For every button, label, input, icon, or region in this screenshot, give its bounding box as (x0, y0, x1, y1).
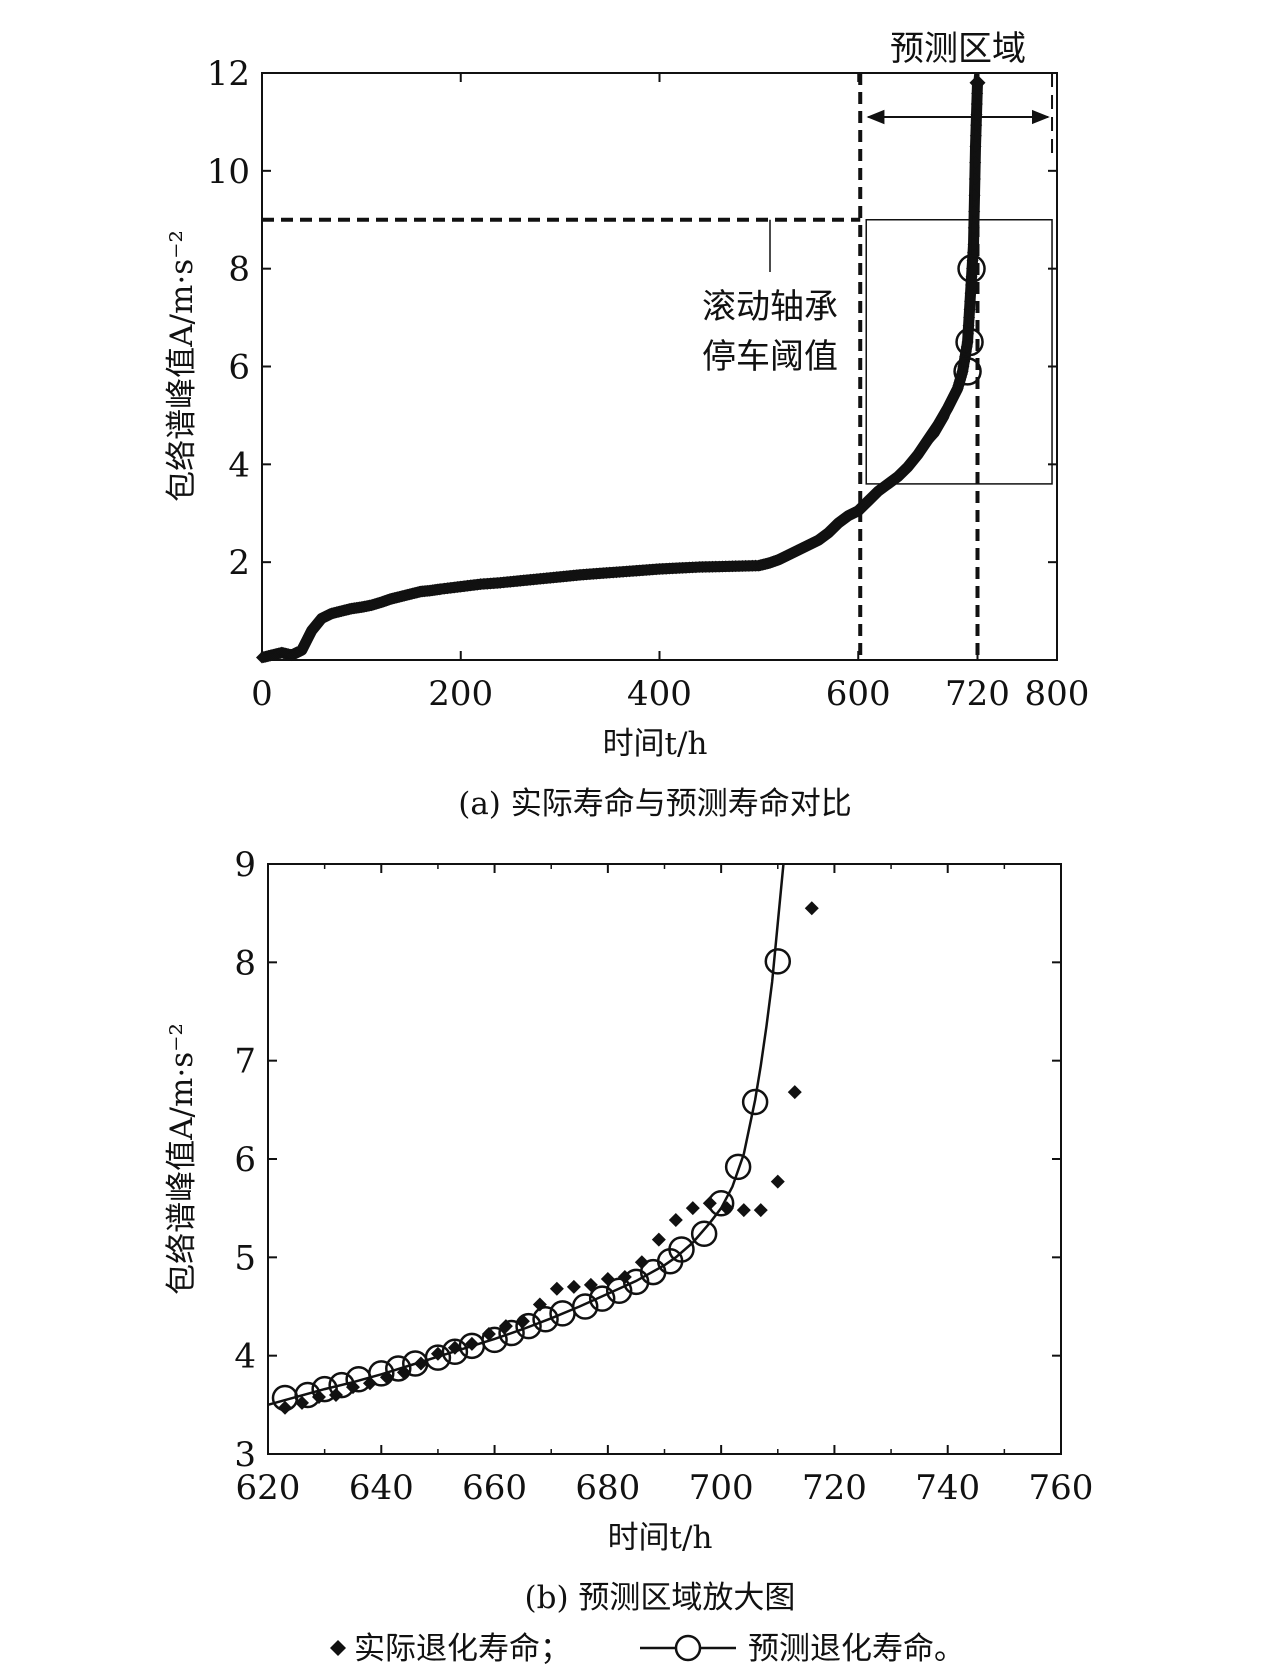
chart-a-ticks: 0 200 400 600 720 800 2 4 6 8 10 12 (207, 54, 1090, 714)
x-tick-label: 760 (1029, 1468, 1094, 1508)
legend-diamond-marker (330, 1640, 346, 1656)
x-tick-label: 640 (349, 1468, 414, 1508)
y-tick-label: 4 (234, 1337, 256, 1377)
predicted-point (311, 1375, 338, 1403)
x-tick-label: 720 (945, 674, 1010, 714)
chart-b-ticks: 620 640 660 680 700 720 740 760 3 4 5 6 7 8 9 (234, 845, 1093, 1508)
x-tick-label: 0 (251, 674, 273, 714)
predicted-point (571, 1293, 599, 1320)
y-tick-label: 10 (207, 152, 250, 192)
y-tick-label: 7 (234, 1042, 256, 1082)
chart-b-x-axis-label: 时间t/h (608, 1520, 713, 1556)
y-tick-label: 3 (234, 1435, 256, 1475)
chart-a-x-axis-label: 时间t/h (603, 726, 708, 762)
x-tick-label: 400 (627, 674, 692, 714)
predicted-point (707, 1190, 735, 1217)
x-tick-label: 740 (915, 1468, 980, 1508)
chart-b-caption: (b) 预测区域放大图 (525, 1580, 796, 1616)
predicted-point (605, 1277, 633, 1305)
y-tick-label: 9 (234, 845, 256, 885)
x-tick-label: 200 (428, 674, 493, 714)
predicted-point (953, 357, 982, 386)
predicted-point (588, 1285, 616, 1312)
predicted-point (294, 1381, 321, 1409)
x-tick-label: 620 (236, 1468, 301, 1508)
actual-point (736, 1203, 751, 1218)
y-tick-label: 4 (228, 445, 250, 485)
predicted-point (424, 1344, 452, 1371)
actual-point (600, 1271, 615, 1286)
chart-a-y-axis-label: 包络谱峰值A/m·s⁻² (164, 230, 200, 502)
chart-a-threshold-label-line1: 滚动轴承 (702, 287, 838, 327)
actual-point (668, 1212, 683, 1227)
predicted-point (690, 1220, 718, 1247)
legend: 实际退化寿命； 预测退化寿命。 (330, 1631, 965, 1667)
y-tick-label: 8 (228, 250, 250, 290)
predicted-point (328, 1371, 355, 1399)
actual-point (277, 1400, 292, 1415)
actual-point (804, 901, 819, 916)
y-tick-label: 6 (234, 1140, 256, 1180)
actual-point (685, 1201, 700, 1216)
predicted-point (498, 1319, 525, 1347)
x-tick-label: 720 (802, 1468, 867, 1508)
zoom-region-box (865, 219, 1053, 485)
predicted-point (532, 1306, 559, 1333)
predicted-point (385, 1355, 412, 1382)
predicted-point (724, 1153, 752, 1181)
chart-a-threshold-label-line2: 停车阈值 (702, 337, 838, 377)
actual-point (549, 1281, 564, 1296)
x-tick-label: 680 (575, 1468, 640, 1508)
actual-point (753, 1203, 768, 1218)
actual-point (787, 1085, 802, 1100)
x-tick-label: 660 (462, 1468, 527, 1508)
predicted-point (668, 1236, 695, 1263)
actual-point (651, 1232, 666, 1247)
legend-predicted-label: 预测退化寿命。 (748, 1631, 965, 1667)
chart-a-marks (256, 72, 986, 664)
predicted-point (515, 1312, 542, 1340)
predicted-degradation-line (267, 863, 785, 1407)
chart-b-marks (267, 863, 819, 1415)
x-tick-label: 700 (689, 1468, 754, 1508)
chart-a-caption: (a) 实际寿命与预测寿命对比 (458, 786, 852, 822)
predicted-point (481, 1326, 508, 1354)
y-tick-label: 12 (207, 54, 250, 94)
chart-b: 620 640 660 680 700 720 740 760 3 4 5 6 7 8 9 时间t/h 包络… (164, 845, 1093, 1616)
predicted-point (368, 1360, 395, 1387)
x-tick-label: 600 (826, 674, 891, 714)
y-tick-label: 2 (228, 543, 250, 583)
chart-b-y-axis-label: 包络谱峰值A/m·s⁻² (164, 1023, 200, 1295)
predicted-point (741, 1088, 769, 1116)
actual-point (770, 1174, 785, 1189)
chart-a-region-label: 预测区域 (890, 29, 1026, 69)
predicted-point (955, 327, 984, 357)
predicted-point (764, 948, 792, 975)
y-tick-label: 8 (234, 943, 256, 983)
x-tick-label: 800 (1025, 674, 1090, 714)
legend-circle-marker (674, 1634, 702, 1662)
predicted-point (957, 254, 986, 283)
legend-actual-label: 实际退化寿命； (354, 1631, 571, 1667)
y-tick-label: 6 (228, 348, 250, 388)
actual-point (566, 1279, 581, 1294)
actual-point (634, 1255, 649, 1270)
y-tick-label: 5 (234, 1238, 256, 1278)
predicted-degradation-line (857, 72, 977, 510)
predicted-point (441, 1338, 469, 1365)
